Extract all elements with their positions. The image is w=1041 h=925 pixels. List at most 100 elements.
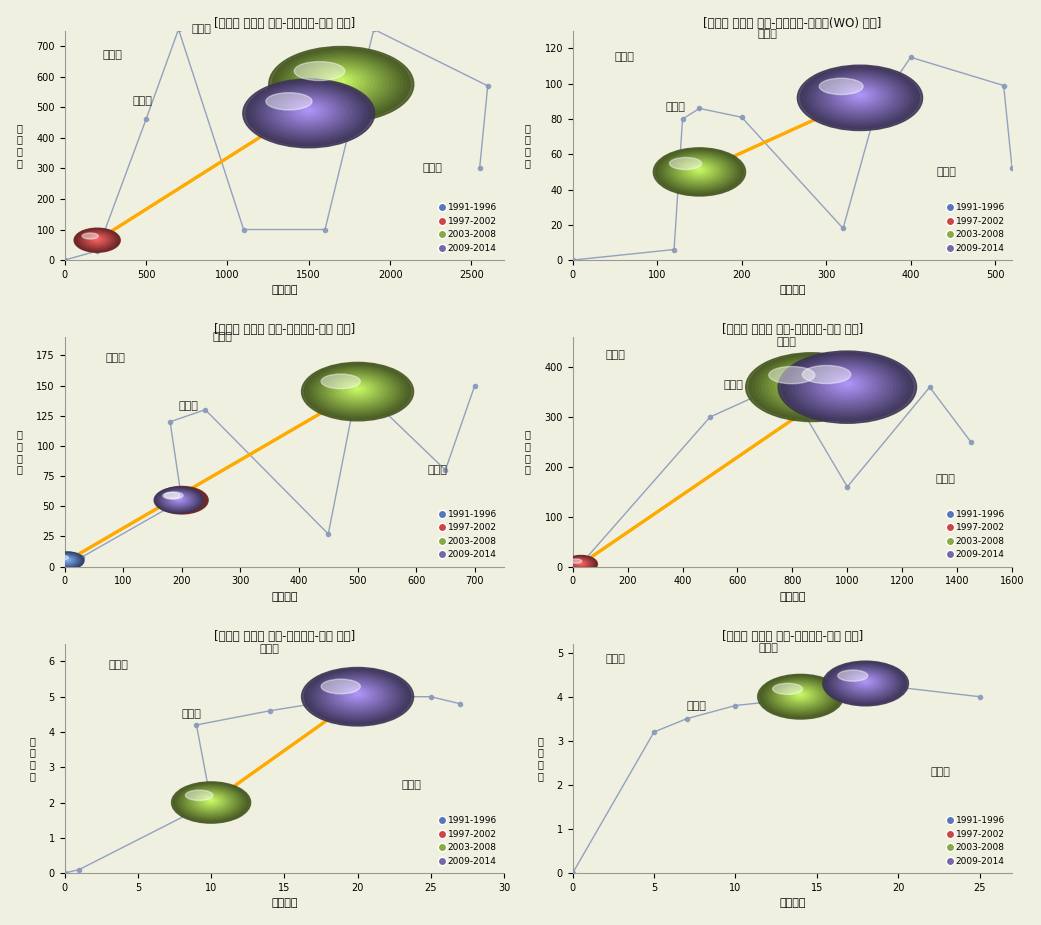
Ellipse shape xyxy=(166,491,198,508)
Ellipse shape xyxy=(319,370,397,412)
Ellipse shape xyxy=(310,672,405,722)
Ellipse shape xyxy=(304,364,411,419)
Ellipse shape xyxy=(299,105,319,116)
Ellipse shape xyxy=(337,79,345,82)
Ellipse shape xyxy=(289,101,329,121)
Ellipse shape xyxy=(280,52,403,116)
Ellipse shape xyxy=(75,228,119,252)
Ellipse shape xyxy=(330,376,385,405)
Ellipse shape xyxy=(66,559,70,561)
Ellipse shape xyxy=(813,367,882,403)
Ellipse shape xyxy=(822,77,897,117)
Text: 발전기: 발전기 xyxy=(931,767,950,777)
Ellipse shape xyxy=(823,372,871,398)
Ellipse shape xyxy=(861,679,870,684)
Title: [콜라겐 질환별 연구-심혈관계-한국 득허]: [콜라겐 질환별 연구-심혈관계-한국 득허] xyxy=(213,630,355,643)
Ellipse shape xyxy=(171,495,187,504)
Ellipse shape xyxy=(170,493,194,506)
Ellipse shape xyxy=(807,69,913,125)
Ellipse shape xyxy=(187,789,235,814)
X-axis label: 출원인수: 출원인수 xyxy=(779,286,806,295)
Ellipse shape xyxy=(745,352,878,422)
Ellipse shape xyxy=(161,491,196,509)
Text: 부활기: 부활기 xyxy=(179,401,199,411)
Ellipse shape xyxy=(768,679,833,713)
Text: 퇴조기: 퇴조기 xyxy=(105,352,126,363)
Ellipse shape xyxy=(776,366,847,404)
Text: 성숙기: 성숙기 xyxy=(212,332,233,342)
Ellipse shape xyxy=(302,62,381,104)
Ellipse shape xyxy=(692,166,707,174)
Ellipse shape xyxy=(92,236,103,242)
Ellipse shape xyxy=(83,232,111,247)
Ellipse shape xyxy=(52,552,83,569)
Y-axis label: 사
진
건
뻐: 사 진 건 뻐 xyxy=(17,123,23,167)
Title: [콜라겐 질환별 연구-심혈관계-유럽 득허]: [콜라겐 질환별 연구-심혈관계-유럽 득허] xyxy=(213,323,355,336)
Ellipse shape xyxy=(785,354,910,419)
Ellipse shape xyxy=(192,791,231,812)
Ellipse shape xyxy=(777,684,824,708)
Ellipse shape xyxy=(172,496,186,503)
Ellipse shape xyxy=(86,234,107,245)
Ellipse shape xyxy=(681,161,718,180)
Ellipse shape xyxy=(834,666,897,699)
Ellipse shape xyxy=(850,674,881,690)
Ellipse shape xyxy=(169,493,195,506)
Ellipse shape xyxy=(323,72,359,91)
Ellipse shape xyxy=(164,492,194,508)
Ellipse shape xyxy=(775,683,827,709)
Legend: 1991-1996, 1997-2002, 2003-2008, 2009-2014: 1991-1996, 1997-2002, 2003-2008, 2009-20… xyxy=(945,814,1008,869)
Ellipse shape xyxy=(829,80,891,113)
Ellipse shape xyxy=(836,667,895,698)
Ellipse shape xyxy=(830,664,903,702)
Ellipse shape xyxy=(302,363,413,421)
Ellipse shape xyxy=(315,68,366,95)
Ellipse shape xyxy=(688,164,711,176)
Ellipse shape xyxy=(189,790,233,813)
Ellipse shape xyxy=(279,96,338,127)
Ellipse shape xyxy=(662,153,736,191)
Ellipse shape xyxy=(340,685,375,703)
Ellipse shape xyxy=(159,489,199,511)
Ellipse shape xyxy=(762,676,839,717)
Text: 성숙기: 성숙기 xyxy=(260,644,280,654)
Ellipse shape xyxy=(172,494,193,505)
Ellipse shape xyxy=(56,554,79,566)
Ellipse shape xyxy=(93,237,102,241)
Text: 발전기: 발전기 xyxy=(423,164,442,173)
Ellipse shape xyxy=(304,669,411,724)
Ellipse shape xyxy=(779,684,822,707)
Ellipse shape xyxy=(788,356,906,417)
Ellipse shape xyxy=(199,795,223,808)
Text: 성숙기: 성숙기 xyxy=(777,338,796,347)
Ellipse shape xyxy=(840,669,891,696)
Ellipse shape xyxy=(180,499,183,500)
Ellipse shape xyxy=(579,562,583,564)
Ellipse shape xyxy=(290,56,392,110)
Ellipse shape xyxy=(564,556,598,573)
Legend: 1991-1996, 1997-2002, 2003-2008, 2009-2014: 1991-1996, 1997-2002, 2003-2008, 2009-20… xyxy=(945,201,1008,255)
Ellipse shape xyxy=(321,679,360,694)
Ellipse shape xyxy=(844,87,875,104)
Text: 성숙기: 성숙기 xyxy=(757,30,777,40)
Title: [콜라겐 질환별 연구-심혈관계-전체 득허]: [콜라겐 질환별 연구-심혈관계-전체 득허] xyxy=(213,17,355,30)
Ellipse shape xyxy=(654,148,745,196)
Ellipse shape xyxy=(262,88,355,136)
Ellipse shape xyxy=(307,670,408,722)
Ellipse shape xyxy=(253,83,364,142)
Ellipse shape xyxy=(816,74,904,119)
Ellipse shape xyxy=(80,231,115,249)
Ellipse shape xyxy=(759,359,864,414)
Ellipse shape xyxy=(164,492,183,499)
Ellipse shape xyxy=(78,229,117,251)
Ellipse shape xyxy=(57,555,77,565)
Ellipse shape xyxy=(177,784,245,820)
Ellipse shape xyxy=(179,785,243,819)
Ellipse shape xyxy=(778,352,916,424)
Ellipse shape xyxy=(579,562,583,564)
Ellipse shape xyxy=(174,783,249,822)
Ellipse shape xyxy=(792,375,832,395)
Ellipse shape xyxy=(76,229,118,251)
Ellipse shape xyxy=(758,674,843,719)
X-axis label: 출원인수: 출원인수 xyxy=(779,592,806,602)
